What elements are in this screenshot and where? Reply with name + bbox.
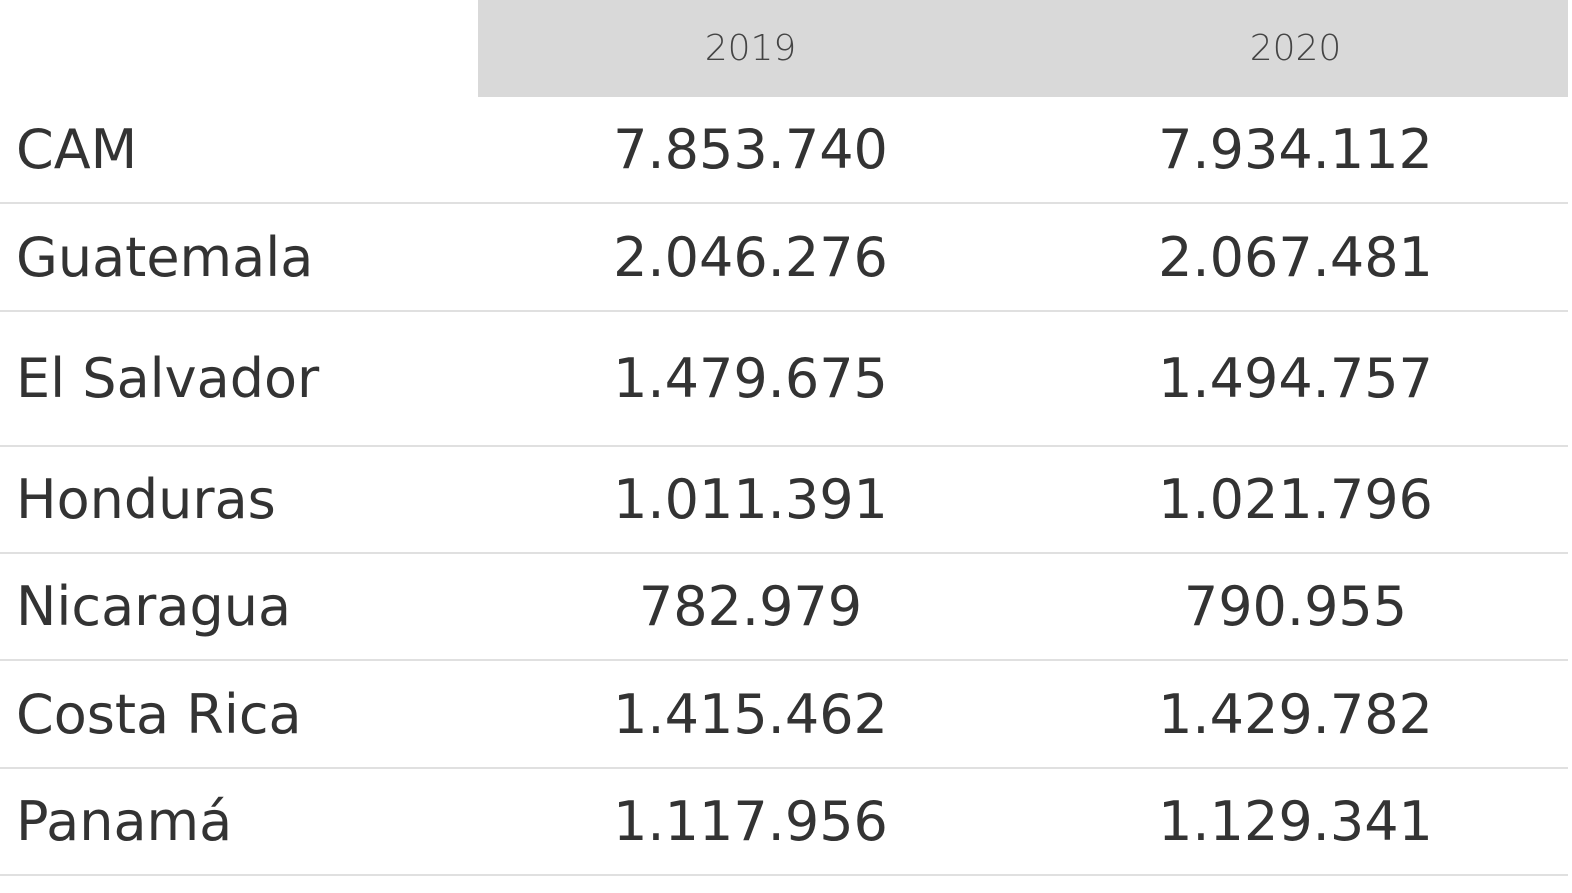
cell-2020: 2.067.481 (1158, 225, 1433, 289)
table-row-panama: Panamá 1.117.956 1.129.341 (0, 769, 1568, 876)
row-label: Nicaragua (16, 575, 292, 638)
cell-2019: 1.415.462 (613, 682, 888, 746)
cell-2020: 1.021.796 (1158, 468, 1433, 531)
header-row: 2019 2020 (0, 0, 1568, 97)
cell-2019: 7.853.740 (613, 118, 888, 181)
cell-2019: 1.479.675 (613, 347, 888, 410)
cell-2019: 1.011.391 (613, 468, 888, 531)
table-row-el-salvador: El Salvador 1.479.675 1.494.757 (0, 312, 1568, 447)
cell-2020: 1.494.757 (1158, 347, 1433, 410)
cell-2019: 782.979 (638, 575, 863, 638)
cell-2020: 1.129.341 (1158, 790, 1433, 853)
table-row-cam: CAM 7.853.740 7.934.112 (0, 97, 1568, 204)
table-row-nicaragua: Nicaragua 782.979 790.955 (0, 554, 1568, 661)
table-row-costa-rica: Costa Rica 1.415.462 1.429.782 (0, 661, 1568, 769)
cell-2020: 790.955 (1183, 575, 1408, 638)
data-table: 2019 2020 CAM 7.853.740 7.934.112 Guatem… (0, 0, 1568, 876)
cell-2019: 1.117.956 (613, 790, 888, 853)
table-row-guatemala: Guatemala 2.046.276 2.067.481 (0, 204, 1568, 312)
column-header-2019: 2019 (478, 0, 1023, 97)
column-header-2020: 2020 (1023, 0, 1568, 97)
row-label: El Salvador (16, 347, 320, 410)
row-label: CAM (16, 118, 138, 181)
header-spacer (0, 0, 478, 97)
row-label: Costa Rica (16, 682, 302, 746)
cell-2020: 1.429.782 (1158, 682, 1433, 746)
table-row-honduras: Honduras 1.011.391 1.021.796 (0, 447, 1568, 554)
cell-2020: 7.934.112 (1158, 118, 1433, 181)
row-label: Panamá (16, 790, 233, 853)
row-label: Guatemala (16, 225, 314, 289)
cell-2019: 2.046.276 (613, 225, 888, 289)
row-label: Honduras (16, 468, 276, 531)
